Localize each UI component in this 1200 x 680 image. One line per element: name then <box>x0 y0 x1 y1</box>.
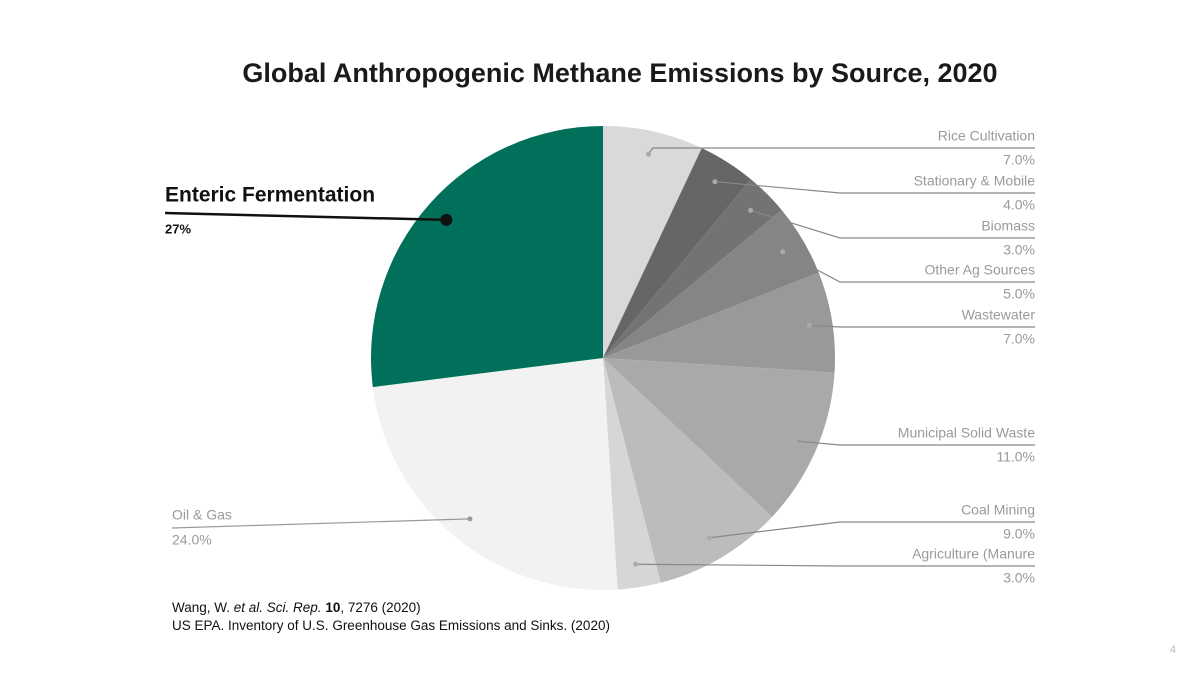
leader-line <box>794 440 1035 446</box>
leader-line <box>164 211 447 222</box>
leader-dot <box>806 322 812 328</box>
pie-slice <box>603 179 782 358</box>
leader-line <box>750 209 1035 239</box>
pie-slice <box>603 358 661 590</box>
slice-value: 4.0% <box>1003 197 1035 213</box>
slice-value: 27% <box>165 221 191 236</box>
slice-value: 7.0% <box>1003 331 1035 347</box>
slice-label: Enteric Fermentation <box>165 184 375 207</box>
leader-line <box>171 518 470 529</box>
slice-value: 9.0% <box>1003 526 1035 542</box>
slice-value: 11.0% <box>996 449 1035 465</box>
leader-dot <box>748 207 754 213</box>
slice-label: Wastewater <box>962 307 1036 323</box>
slice-value: 24.0% <box>172 532 212 548</box>
leader-line <box>635 563 1035 567</box>
leader-dot <box>780 249 786 255</box>
slice-value: 7.0% <box>1003 152 1035 168</box>
slice-label: Rice Cultivation <box>938 128 1035 144</box>
leader-line <box>714 181 1035 194</box>
source-note: Wang, W. et al. Sci. Rep. 10, 7276 (2020… <box>172 600 421 615</box>
slice-value: 3.0% <box>1003 242 1035 258</box>
source-part: Wang, W. <box>172 600 234 615</box>
leader-dot <box>712 179 718 185</box>
page-number: 4 <box>1170 644 1176 656</box>
pie-slice <box>603 148 751 358</box>
leader-line <box>809 324 1035 328</box>
slice-value: 3.0% <box>1003 570 1035 586</box>
pie-slice <box>603 126 702 358</box>
pie-slice <box>603 272 835 373</box>
leader-dot <box>646 151 652 157</box>
leader-dot <box>792 438 798 444</box>
leader-dot <box>706 535 712 541</box>
leader-line <box>782 251 1035 283</box>
slice-value: 5.0% <box>1003 286 1035 302</box>
leader-dot <box>467 516 473 522</box>
pie-slice <box>603 358 835 517</box>
slice-label: Oil & Gas <box>172 507 232 523</box>
leader-dot <box>633 561 639 567</box>
source-part: 10 <box>325 600 340 615</box>
pie-slice <box>372 358 618 590</box>
source-part: US EPA. Inventory of U.S. Greenhouse Gas… <box>172 618 610 633</box>
source-part: et al. Sci. Rep. <box>234 600 326 615</box>
pie-slice <box>371 126 603 388</box>
slice-label: Other Ag Sources <box>924 262 1035 278</box>
slice-label: Biomass <box>981 218 1035 234</box>
slice-label: Agriculture (Manure <box>912 546 1035 562</box>
slice-label: Coal Mining <box>961 502 1035 518</box>
leader-line <box>709 521 1035 539</box>
source-note: US EPA. Inventory of U.S. Greenhouse Gas… <box>172 618 610 633</box>
pie-slice <box>603 358 773 583</box>
slice-label: Municipal Solid Waste <box>898 425 1035 441</box>
chart-title: Global Anthropogenic Methane Emissions b… <box>242 58 997 88</box>
labels: Rice Cultivation 7.0% Stationary & Mobile 4… <box>164 128 1036 586</box>
pie-slice <box>603 210 819 358</box>
source-part: , 7276 (2020) <box>340 600 420 615</box>
slice-label: Stationary & Mobile <box>914 173 1036 189</box>
leader-dot <box>440 213 453 226</box>
